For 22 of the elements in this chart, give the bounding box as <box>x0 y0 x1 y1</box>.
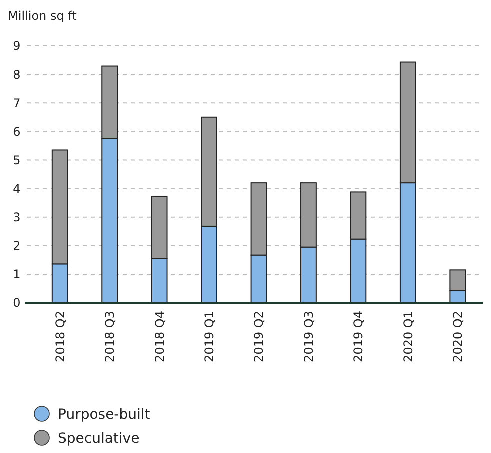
legend-label: Speculative <box>58 430 140 447</box>
x-tick-label: 2018 Q3 <box>103 311 118 362</box>
x-tick-label: 2018 Q2 <box>53 311 68 362</box>
x-tick-label: 2020 Q1 <box>401 311 416 362</box>
y-tick-label: 1 <box>13 268 21 282</box>
y-tick-label: 5 <box>13 153 21 168</box>
legend-label: Purpose-built <box>58 406 151 423</box>
y-tick-label: 8 <box>13 68 21 82</box>
x-tick-label: 2020 Q2 <box>451 311 466 362</box>
x-tick-label: 2018 Q4 <box>152 311 167 362</box>
x-tick-label: 2019 Q3 <box>302 311 316 362</box>
y-tick-label: 3 <box>13 210 21 225</box>
y-axis-title: Million sq ft <box>8 9 78 23</box>
y-tick-label: 0 <box>13 296 21 310</box>
y-tick-label: 2 <box>13 239 21 254</box>
y-tick-label: 9 <box>13 39 21 54</box>
y-tick-label: 4 <box>13 182 21 196</box>
y-tick-label: 6 <box>13 124 21 139</box>
x-tick-label: 2019 Q2 <box>252 311 266 362</box>
x-tick-label: 2019 Q1 <box>202 311 216 362</box>
x-tick-label: 2019 Q4 <box>352 311 366 362</box>
y-tick-label: 7 <box>13 96 21 110</box>
